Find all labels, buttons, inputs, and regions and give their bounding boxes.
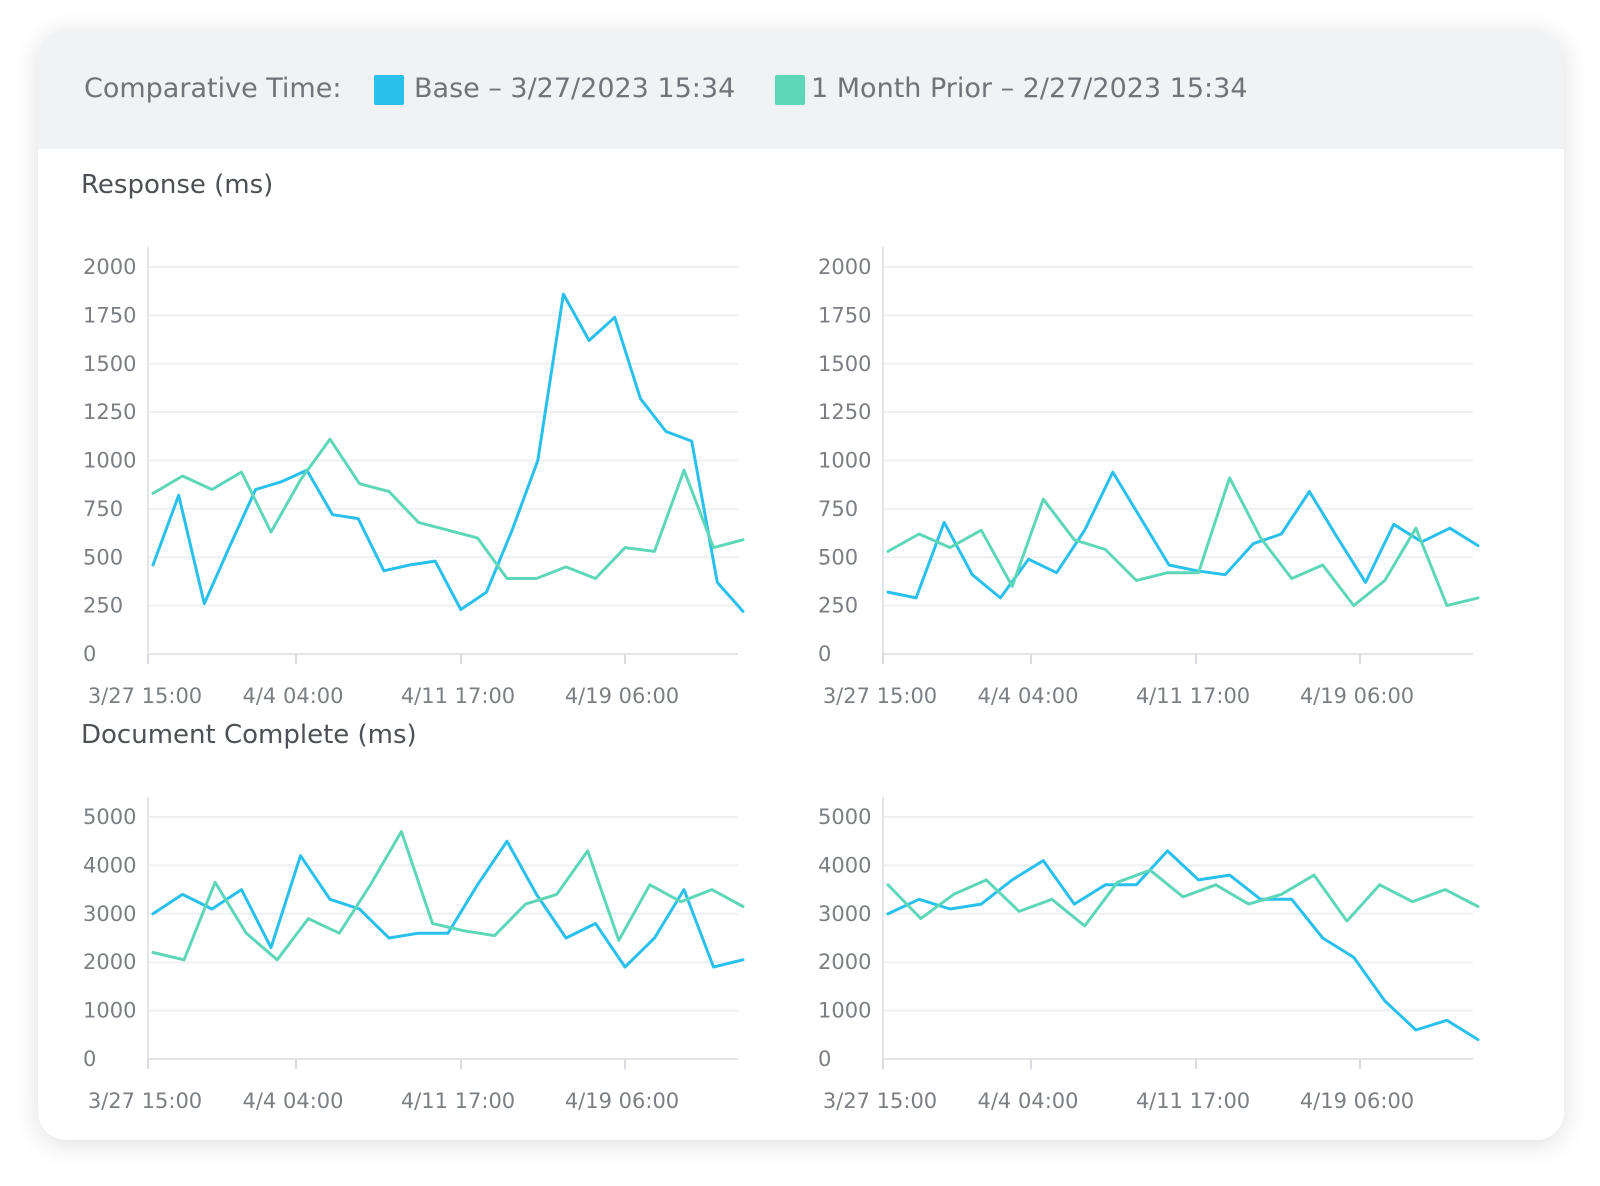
legend-swatch-prior	[775, 75, 805, 105]
series-line-base	[886, 849, 1480, 1042]
y-tick-label: 5000	[818, 805, 871, 829]
x-tick-label: 4/4 04:00	[243, 684, 344, 708]
document-complete-chart-left: 0 1000 2000 3000 4000 5000 3/27 15:00 4/4 04:00…	[83, 797, 745, 1113]
y-tick-label: 0	[818, 642, 831, 666]
x-tick-label: 4/11 17:00	[1136, 1089, 1250, 1113]
y-tick-label: 0	[83, 642, 96, 666]
y-tick-label: 1250	[818, 400, 871, 424]
y-tick-label: 3000	[818, 902, 871, 926]
x-tick-label: 4/19 06:00	[565, 684, 679, 708]
y-tick-label: 250	[818, 594, 858, 618]
response-chart-right: 0 250 500 750 1000 1250 1500 1750 2000 3/27 15:00…	[818, 247, 1480, 708]
series-line-prior	[151, 437, 745, 580]
x-tick-label: 4/11 17:00	[1136, 684, 1250, 708]
series-line-base	[151, 839, 745, 969]
comparison-card: Comparative Time: Base – 3/27/2023 15:34…	[38, 30, 1564, 1140]
y-tick-label: 2000	[83, 255, 136, 279]
y-tick-label: 2000	[818, 255, 871, 279]
y-tick-label: 1500	[818, 352, 871, 376]
legend-text-prior: 1 Month Prior – 2/27/2023 15:34	[811, 73, 1248, 104]
legend-label: Comparative Time:	[84, 73, 342, 104]
y-tick-label: 1750	[818, 303, 871, 327]
x-tick-label: 3/27 15:00	[823, 684, 937, 708]
x-tick-label: 4/4 04:00	[978, 1089, 1079, 1113]
x-tick-label: 4/4 04:00	[978, 684, 1079, 708]
x-tick-label: 4/11 17:00	[401, 684, 515, 708]
x-tick-label: 4/11 17:00	[401, 1089, 515, 1113]
y-tick-label: 500	[818, 545, 858, 569]
legend-text-base: Base – 3/27/2023 15:34	[414, 73, 736, 104]
series-line-prior	[886, 868, 1480, 928]
response-chart-left: 0 250 500 750 1000 1250 1500 1750 2000 3/27 15:00…	[83, 247, 745, 708]
x-tick-label: 4/4 04:00	[243, 1089, 344, 1113]
series-line-prior	[886, 476, 1480, 608]
y-tick-label: 4000	[83, 853, 136, 877]
document-complete-chart-right: 0 1000 2000 3000 4000 5000 3/27 15:00 4/4 04:00…	[818, 797, 1480, 1113]
y-tick-label: 0	[83, 1047, 96, 1071]
series-line-prior	[151, 830, 745, 962]
series-line-base	[151, 292, 745, 613]
y-tick-label: 1000	[818, 449, 871, 473]
x-tick-label: 4/19 06:00	[1300, 684, 1414, 708]
y-tick-label: 250	[83, 594, 123, 618]
y-tick-label: 2000	[83, 950, 136, 974]
y-tick-label: 1000	[83, 999, 136, 1023]
x-tick-label: 4/19 06:00	[1300, 1089, 1414, 1113]
legend-swatch-base	[374, 75, 404, 105]
y-tick-label: 5000	[83, 805, 136, 829]
section-title-response: Response (ms)	[81, 170, 274, 200]
y-tick-label: 750	[83, 497, 123, 521]
y-tick-label: 1000	[818, 999, 871, 1023]
y-tick-label: 3000	[83, 902, 136, 926]
y-tick-label: 0	[818, 1047, 831, 1071]
y-tick-label: 1500	[83, 352, 136, 376]
y-tick-label: 4000	[818, 853, 871, 877]
y-tick-label: 2000	[818, 950, 871, 974]
y-tick-label: 1250	[83, 400, 136, 424]
y-tick-label: 750	[818, 497, 858, 521]
section-title-document-complete: Document Complete (ms)	[81, 720, 417, 750]
y-tick-label: 1000	[83, 449, 136, 473]
legend-bar: Comparative Time: Base – 3/27/2023 15:34…	[38, 30, 1564, 149]
x-tick-label: 3/27 15:00	[88, 684, 202, 708]
x-tick-label: 3/27 15:00	[823, 1089, 937, 1113]
y-tick-label: 1750	[83, 303, 136, 327]
y-tick-label: 500	[83, 545, 123, 569]
series-line-base	[886, 470, 1480, 600]
x-tick-label: 4/19 06:00	[565, 1089, 679, 1113]
x-tick-label: 3/27 15:00	[88, 1089, 202, 1113]
